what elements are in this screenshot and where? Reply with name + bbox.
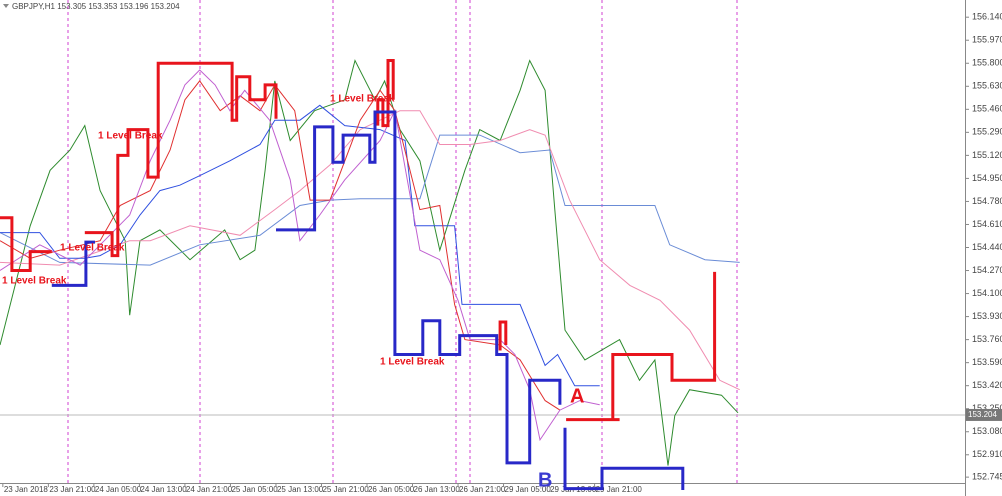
y-tick-label: 152.910 xyxy=(972,449,1002,459)
y-tick-label: 154.440 xyxy=(972,242,1002,252)
y-tick-label: 154.100 xyxy=(972,288,1002,298)
last-price-label: 153.204 xyxy=(968,410,997,419)
y-tick-label: 156.140 xyxy=(972,12,1002,22)
y-tick-label: 153.930 xyxy=(972,311,1002,321)
series-line xyxy=(0,59,717,422)
y-tick-label: 155.290 xyxy=(972,127,1002,137)
x-tick-label: 23 Jan 21:00 xyxy=(49,485,96,494)
y-tick-label: 154.610 xyxy=(972,219,1002,229)
x-tick-label: 25 Jan 21:00 xyxy=(322,485,369,494)
x-tick-label: 29 Jan 21:00 xyxy=(596,485,643,494)
x-tick-label: 24 Jan 05:00 xyxy=(95,485,142,494)
y-tick-label: 153.590 xyxy=(972,357,1002,367)
series-line xyxy=(0,80,561,411)
x-tick-label: 25 Jan 05:00 xyxy=(231,485,278,494)
series-line xyxy=(0,69,600,442)
y-tick-label: 155.460 xyxy=(972,104,1002,114)
series-line xyxy=(0,110,740,391)
y-tick-label: 153.760 xyxy=(972,334,1002,344)
series-line xyxy=(0,134,740,266)
y-tick-label: 154.950 xyxy=(972,173,1002,183)
x-tick-label: 26 Jan 13:00 xyxy=(414,485,461,494)
y-tick-label: 153.420 xyxy=(972,380,1002,390)
series-line xyxy=(51,110,685,491)
x-tick-label: 26 Jan 05:00 xyxy=(368,485,415,494)
annotation: 1 Level Break xyxy=(2,276,67,287)
x-tick-label: 29 Jan 05:00 xyxy=(505,485,552,494)
y-tick-label: 152.745 xyxy=(972,472,1002,482)
x-tick-label: 25 Jan 13:00 xyxy=(277,485,324,494)
y-tick-label: 153.250 xyxy=(972,403,1002,413)
y-tick-label: 155.970 xyxy=(972,35,1002,45)
last-price-box xyxy=(966,408,1002,421)
y-tick-label: 153.080 xyxy=(972,426,1002,436)
y-tick-label: 154.270 xyxy=(972,265,1002,275)
y-tick-label: 155.630 xyxy=(972,81,1002,91)
y-tick-label: 154.780 xyxy=(972,196,1002,206)
x-tick-label: 24 Jan 21:00 xyxy=(186,485,233,494)
annotation: 1 Level Break xyxy=(330,94,395,105)
x-tick-label: 24 Jan 13:00 xyxy=(140,485,187,494)
annotation: 1 Level Break xyxy=(98,131,163,142)
x-tick-label: 23 Jan 2018 xyxy=(4,485,49,494)
annotation: 1 Level Break xyxy=(60,243,125,254)
y-tick-label: 155.800 xyxy=(972,58,1002,68)
annotation: A xyxy=(570,385,584,407)
chart-title: GBPJPY,H1 153.305 153.353 153.196 153.20… xyxy=(12,2,180,11)
annotation: 1 Level Break xyxy=(380,357,445,368)
series-line xyxy=(0,104,600,387)
annotation: B xyxy=(538,469,552,491)
y-tick-label: 155.120 xyxy=(972,150,1002,160)
menu-icon[interactable] xyxy=(3,4,9,8)
x-tick-label: 26 Jan 21:00 xyxy=(459,485,506,494)
